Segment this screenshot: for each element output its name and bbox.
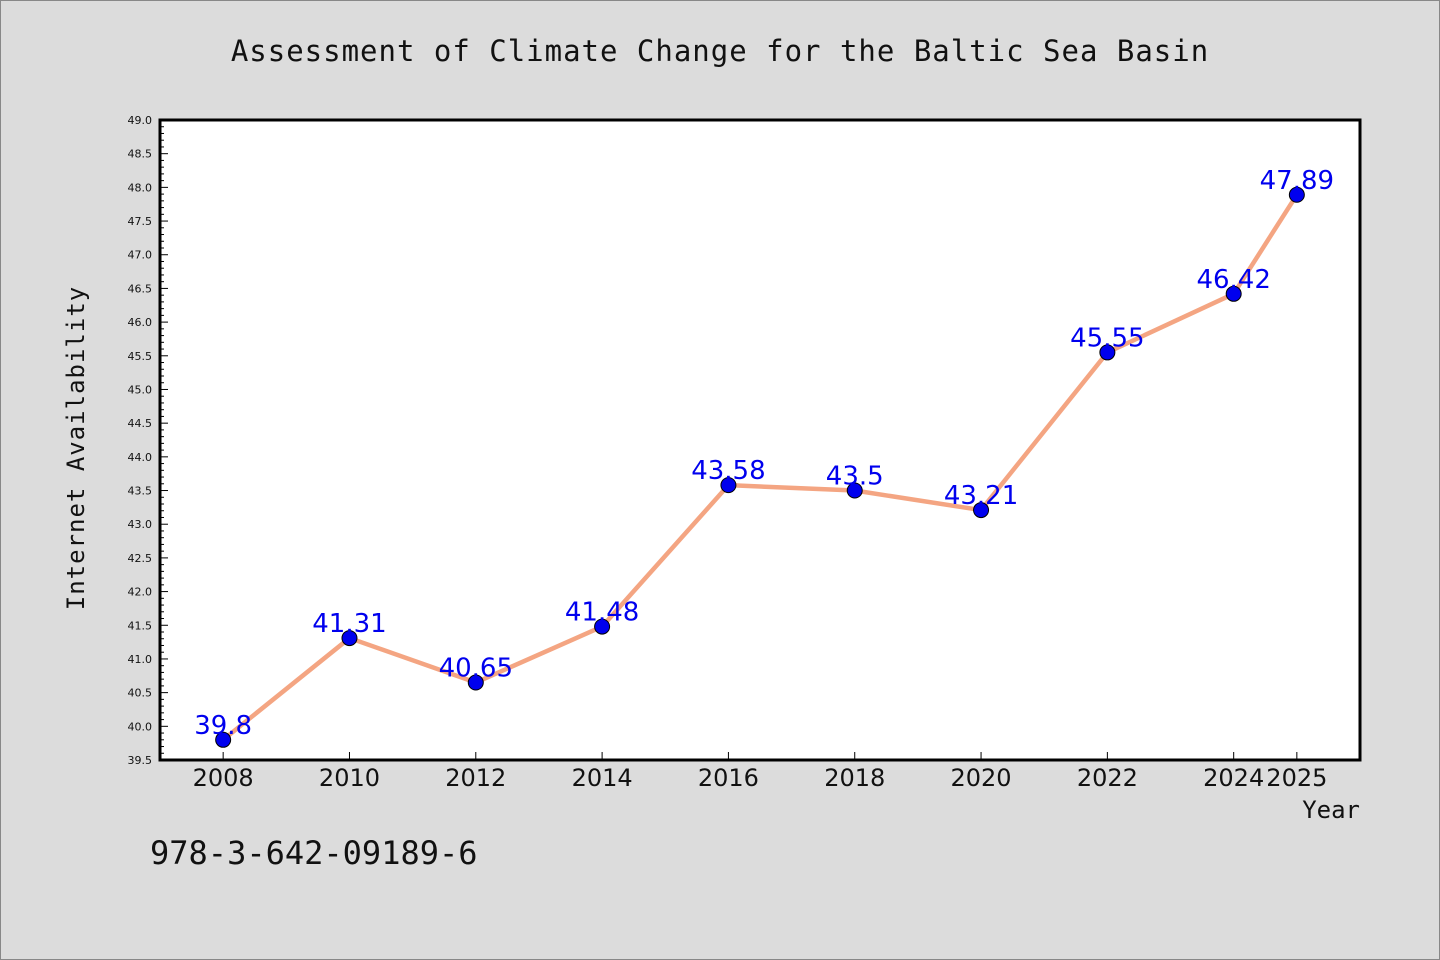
isbn-text: 978-3-642-09189-6 xyxy=(150,834,478,872)
data-label: 43.21 xyxy=(944,481,1018,511)
y-tick-label: 43.5 xyxy=(128,485,153,498)
data-label: 43.58 xyxy=(691,456,765,486)
y-tick-label: 48.0 xyxy=(128,181,153,194)
x-tick-label: 2022 xyxy=(1077,764,1138,792)
x-tick-label: 2016 xyxy=(698,764,759,792)
x-axis-label: Year xyxy=(1302,796,1360,824)
data-point xyxy=(467,674,484,691)
x-tick-label: 2008 xyxy=(193,764,254,792)
x-tick-label: 2014 xyxy=(572,764,633,792)
y-tick-label: 48.5 xyxy=(128,148,153,161)
series-line xyxy=(221,193,1299,742)
y-tick-label: 46.5 xyxy=(128,282,153,295)
y-tick-label: 42.0 xyxy=(128,586,153,599)
x-tick-label: 2020 xyxy=(951,764,1012,792)
x-tick-label: 2024 xyxy=(1203,764,1264,792)
data-point xyxy=(215,731,232,748)
data-label: 45.55 xyxy=(1070,323,1144,353)
data-point xyxy=(1225,285,1242,302)
x-tick-label: 2010 xyxy=(319,764,380,792)
x-tick-label: 2025 xyxy=(1266,764,1327,792)
y-tick-label: 44.0 xyxy=(128,451,153,464)
data-label: 39.8 xyxy=(194,711,252,741)
data-label: 46.42 xyxy=(1196,265,1270,295)
y-tick-label: 47.5 xyxy=(128,215,153,228)
data-label: 41.48 xyxy=(565,598,639,628)
y-tick-label: 39.5 xyxy=(128,754,153,767)
y-axis: 39.5 40.0 40.5 41.0 41.5 42.0 42.5 43.0 43.5 44.0… xyxy=(128,114,168,767)
y-tick-label: 40.5 xyxy=(128,687,153,700)
y-tick-label: 46.0 xyxy=(128,316,153,329)
data-point xyxy=(1288,186,1305,203)
data-point xyxy=(846,482,863,499)
chart-title: Assessment of Climate Change for the Bal… xyxy=(230,34,1210,68)
y-tick-label: 41.0 xyxy=(128,653,153,666)
y-tick-label: 41.5 xyxy=(128,619,153,632)
y-tick-label: 42.5 xyxy=(128,552,153,565)
data-point xyxy=(594,618,611,635)
data-labels: 39.8 41.31 40.65 41.48 43.58 43.5 43.21 45.55 46… xyxy=(194,166,1334,741)
y-tick-label: 40.0 xyxy=(128,720,153,733)
x-axis: 2008 2010 2012 2014 2016 2018 2020 2022 2024 2025 xyxy=(193,752,1327,792)
y-tick-label: 43.0 xyxy=(128,518,153,531)
x-tick-label: 2018 xyxy=(824,764,885,792)
y-tick-label: 44.5 xyxy=(128,417,153,430)
plot-area xyxy=(158,118,1362,762)
y-tick-label: 49.0 xyxy=(128,114,153,127)
y-tick-label: 47.0 xyxy=(128,249,153,262)
data-markers xyxy=(215,186,1305,748)
data-label: 40.65 xyxy=(439,654,513,684)
data-label: 43.5 xyxy=(826,462,884,492)
y-tick-label: 45.5 xyxy=(128,350,153,363)
y-tick-label: 45.0 xyxy=(128,383,153,396)
data-point xyxy=(720,477,737,494)
data-label: 47.89 xyxy=(1260,166,1334,196)
data-label: 41.31 xyxy=(312,609,386,639)
data-point xyxy=(1099,344,1116,361)
data-point xyxy=(341,630,358,647)
data-point xyxy=(973,502,990,519)
x-tick-label: 2012 xyxy=(445,764,506,792)
